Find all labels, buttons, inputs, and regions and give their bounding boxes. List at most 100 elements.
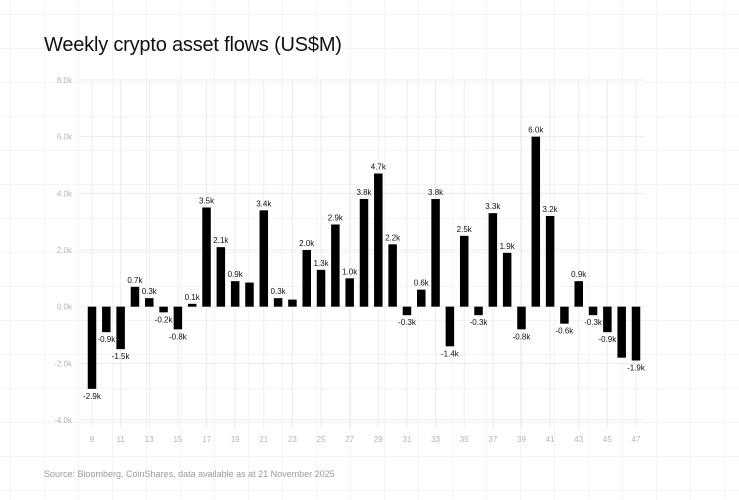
bar-week-35 [459, 235, 469, 307]
bar-week-30 [388, 244, 397, 307]
bar-week-22 [273, 298, 283, 307]
data-label: -1.4k [441, 349, 460, 358]
data-label: 0.9k [228, 270, 244, 279]
x-tick-label: 43 [574, 435, 583, 444]
data-label: -0.3k [398, 318, 417, 327]
bar-week-28 [359, 199, 369, 307]
data-label: 2.9k [328, 214, 344, 223]
bar-week-42 [560, 306, 569, 324]
bar-week-32 [417, 289, 426, 307]
data-label: -0.8k [169, 332, 188, 341]
data-label: 0.3k [142, 287, 158, 296]
data-label: 3.8k [356, 188, 372, 197]
bar-week-12 [130, 286, 140, 307]
data-label: -0.3k [584, 318, 603, 327]
bar-week-17 [202, 207, 211, 307]
data-label: 0.6k [414, 279, 430, 288]
bar-week-25 [316, 269, 326, 307]
data-label: 3.8k [428, 188, 444, 197]
bar-week-13 [145, 298, 154, 307]
data-label: 2.1k [213, 236, 229, 245]
data-label: -0.3k [470, 318, 489, 327]
bar-week-19 [230, 281, 240, 307]
bar-week-9 [87, 306, 97, 389]
bar-week-18 [216, 247, 226, 307]
bar-week-45 [603, 306, 612, 333]
x-tick-label: 31 [402, 435, 411, 444]
data-label: 0.9k [571, 270, 587, 279]
bar-week-47 [631, 306, 641, 361]
bar-week-24 [302, 250, 311, 307]
data-label: 3.4k [256, 199, 272, 208]
bar-week-15 [173, 306, 183, 330]
x-tick-label: 19 [231, 435, 240, 444]
bar-week-31 [402, 306, 412, 316]
data-label: 3.5k [199, 197, 215, 206]
data-label: 4.7k [371, 163, 387, 172]
bar-week-41 [545, 216, 555, 307]
data-label: 2.0k [299, 239, 315, 248]
data-label: 2.5k [457, 225, 473, 234]
x-tick-label: 15 [173, 435, 182, 444]
x-tick-label: 11 [116, 435, 125, 444]
bar-week-14 [159, 306, 168, 313]
data-label: 0.3k [271, 287, 287, 296]
x-tick-label: 47 [632, 435, 641, 444]
y-tick-label: 8.0k [57, 76, 73, 85]
bar-week-46 [617, 306, 626, 358]
x-tick-label: 25 [317, 435, 326, 444]
chart-title: Weekly crypto asset flows (US$M) [44, 34, 342, 56]
bar-week-43 [574, 281, 583, 307]
data-label: 1.9k [500, 242, 516, 251]
data-label: 6.0k [528, 126, 544, 135]
y-tick-label: 0.0k [57, 303, 73, 312]
y-tick-label: 4.0k [57, 189, 73, 198]
bar-week-34 [445, 306, 455, 347]
bar-week-26 [331, 224, 340, 307]
bar-week-20 [245, 282, 254, 307]
data-label: 3.2k [543, 205, 559, 214]
data-label: 0.1k [185, 293, 201, 302]
bar-week-33 [431, 199, 440, 307]
y-tick-label: 2.0k [57, 246, 73, 255]
data-label: 3.3k [485, 202, 501, 211]
bar-week-23 [288, 299, 297, 307]
y-tick-label: -4.0k [54, 416, 73, 425]
source-note: Source: Bloomberg, CoinShares, data avai… [44, 469, 335, 479]
data-label: -0.9k [598, 335, 617, 344]
data-label: 1.0k [342, 267, 358, 276]
x-tick-label: 29 [374, 435, 383, 444]
bar-week-21 [259, 210, 269, 307]
x-tick-label: 21 [259, 435, 268, 444]
y-tick-label: -2.0k [54, 359, 73, 368]
bar-week-38 [502, 252, 512, 307]
y-tick-label: 6.0k [57, 133, 73, 142]
bar-week-39 [517, 306, 526, 330]
bar-week-27 [345, 278, 354, 307]
x-tick-label: 9 [90, 435, 95, 444]
data-label: -0.8k [513, 332, 532, 341]
x-tick-label: 41 [546, 435, 555, 444]
x-tick-label: 17 [202, 435, 211, 444]
bar-week-10 [102, 306, 111, 333]
bar-week-37 [488, 213, 498, 307]
x-tick-label: 23 [288, 435, 297, 444]
data-label: -0.6k [556, 327, 575, 336]
bar-week-44 [588, 306, 598, 316]
data-label: 1.3k [313, 259, 329, 268]
x-tick-label: 27 [345, 435, 354, 444]
x-tick-label: 45 [603, 435, 612, 444]
bar-week-40 [531, 136, 541, 307]
bar-week-16 [187, 303, 197, 307]
x-tick-label: 33 [431, 435, 440, 444]
data-label: -1.9k [627, 364, 646, 373]
bar-week-11 [116, 306, 125, 350]
x-tick-label: 13 [145, 435, 154, 444]
bar-week-36 [474, 306, 483, 316]
data-label: -0.9k [97, 335, 116, 344]
data-label: 0.7k [127, 276, 143, 285]
bar-week-29 [374, 173, 383, 307]
data-label: 2.2k [385, 233, 401, 242]
data-label: -0.2k [155, 315, 174, 324]
